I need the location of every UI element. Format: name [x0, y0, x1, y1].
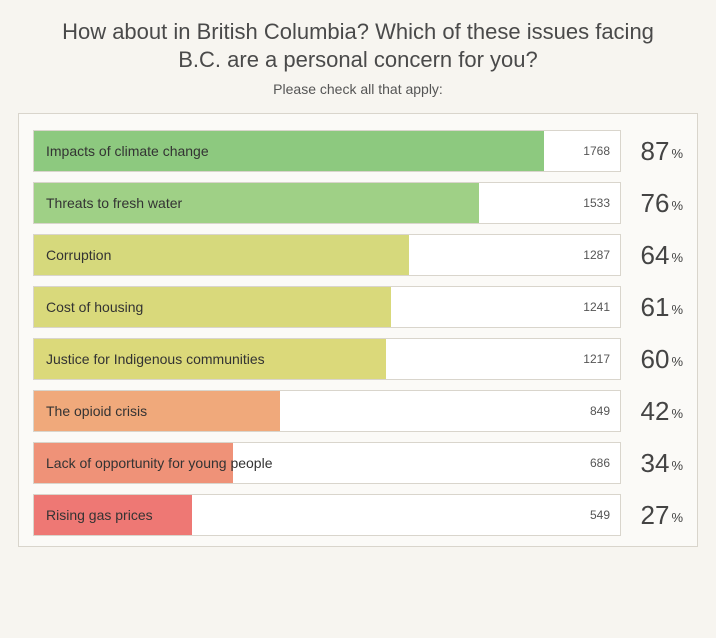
- bar-percent-wrap: 34%: [621, 442, 683, 484]
- bar-count: 849: [590, 391, 610, 431]
- bar-label: Threats to fresh water: [46, 183, 182, 223]
- bar-percent: 60: [641, 338, 670, 380]
- bar-count: 1768: [583, 131, 610, 171]
- bar-percent: 34: [641, 442, 670, 484]
- percent-sign: %: [671, 354, 683, 369]
- bar-row: Threats to fresh water 1533 76%: [33, 182, 683, 224]
- bar-percent-wrap: 60%: [621, 338, 683, 380]
- bar-row: Corruption 1287 64%: [33, 234, 683, 276]
- percent-sign: %: [671, 146, 683, 161]
- bar-count: 1533: [583, 183, 610, 223]
- bar-count: 1241: [583, 287, 610, 327]
- bar-chart: Impacts of climate change176887%Threats …: [18, 113, 698, 547]
- bar-track: Corruption 1287: [33, 234, 621, 276]
- bar-label: Lack of opportunity for young people: [46, 443, 273, 483]
- bar-track: Justice for Indigenous communities 1217: [33, 338, 621, 380]
- bar-track: The opioid crisis 849: [33, 390, 621, 432]
- bar-percent-wrap: 61%: [621, 286, 683, 328]
- bar-percent-wrap: 64%: [621, 234, 683, 276]
- percent-sign: %: [671, 458, 683, 473]
- bar-count: 549: [590, 495, 610, 535]
- bar-label: Cost of housing: [46, 287, 143, 327]
- percent-sign: %: [671, 510, 683, 525]
- bar-track: Lack of opportunity for young people 686: [33, 442, 621, 484]
- percent-sign: %: [671, 250, 683, 265]
- bar-label: Justice for Indigenous communities: [46, 339, 265, 379]
- bar-percent: 87: [641, 130, 670, 172]
- bar-percent: 64: [641, 234, 670, 276]
- bar-row: The opioid crisis 849 42%: [33, 390, 683, 432]
- survey-card: How about in British Columbia? Which of …: [0, 0, 716, 565]
- bar-percent-wrap: 42%: [621, 390, 683, 432]
- bar-count: 686: [590, 443, 610, 483]
- bar-row: Cost of housing 1241 61%: [33, 286, 683, 328]
- bar-track: Impacts of climate change 1768: [33, 130, 621, 172]
- bar-percent: 61: [641, 286, 670, 328]
- bar-count: 1287: [583, 235, 610, 275]
- bar-row: Justice for Indigenous communities 1217 60…: [33, 338, 683, 380]
- bar-label: Corruption: [46, 235, 111, 275]
- bar-percent: 42: [641, 390, 670, 432]
- percent-sign: %: [671, 406, 683, 421]
- percent-sign: %: [671, 198, 683, 213]
- bar-track: Rising gas prices 549: [33, 494, 621, 536]
- bar-row: Impacts of climate change 1768 87%: [33, 130, 683, 172]
- bar-percent: 76: [641, 182, 670, 224]
- percent-sign: %: [671, 302, 683, 317]
- bar-percent-wrap: 76%: [621, 182, 683, 224]
- bar-count: 1217: [583, 339, 610, 379]
- bar-row: Lack of opportunity for young people 686 3…: [33, 442, 683, 484]
- bar-percent-wrap: 87%: [621, 130, 683, 172]
- bar-percent: 27: [641, 494, 670, 536]
- bar-track: Threats to fresh water 1533: [33, 182, 621, 224]
- bar-label: Rising gas prices: [46, 495, 153, 535]
- bar-row: Rising gas prices 549 27%: [33, 494, 683, 536]
- bar-track: Cost of housing 1241: [33, 286, 621, 328]
- survey-subtitle: Please check all that apply:: [18, 81, 698, 97]
- bar-label: Impacts of climate change: [46, 131, 209, 171]
- bar-percent-wrap: 27%: [621, 494, 683, 536]
- bar-label: The opioid crisis: [46, 391, 147, 431]
- survey-question: How about in British Columbia? Which of …: [58, 18, 658, 73]
